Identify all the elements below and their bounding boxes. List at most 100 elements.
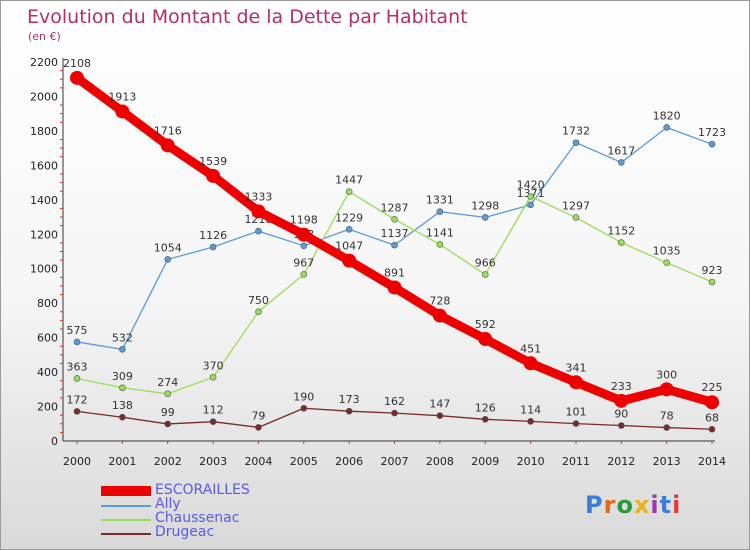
data-point — [251, 204, 266, 219]
brand-letter: i — [650, 491, 660, 519]
data-point — [296, 227, 311, 242]
data-label: 147 — [429, 398, 450, 411]
data-point — [436, 241, 444, 248]
data-label: 126 — [475, 401, 496, 414]
data-label: 68 — [705, 411, 719, 424]
data-point — [300, 404, 308, 412]
x-tick-label: 2006 — [335, 455, 363, 468]
data-label: 79 — [251, 409, 265, 422]
data-point — [523, 356, 538, 371]
brand-letter: x — [633, 491, 651, 519]
data-label: 1152 — [607, 225, 635, 238]
data-point — [618, 239, 625, 246]
data-point — [345, 188, 353, 196]
data-point — [572, 420, 580, 427]
data-point — [73, 375, 81, 382]
data-point — [209, 418, 217, 426]
data-label: 750 — [248, 294, 269, 307]
brand-letter: o — [616, 491, 634, 519]
x-tick-label: 2000 — [63, 455, 91, 468]
data-point — [164, 256, 172, 263]
data-label: 1617 — [607, 144, 635, 157]
legend-label: Ally — [155, 496, 181, 512]
x-tick-label: 2004 — [244, 455, 272, 468]
data-label: 190 — [293, 390, 314, 403]
data-label: 1539 — [199, 155, 227, 168]
data-point — [432, 308, 447, 323]
data-label: 1141 — [426, 226, 454, 239]
data-label: 1716 — [154, 124, 182, 137]
data-point — [572, 214, 580, 221]
x-tick-label: 2002 — [154, 455, 182, 468]
data-point — [345, 407, 353, 415]
data-point — [391, 241, 398, 249]
data-point — [255, 424, 262, 431]
x-tick-label: 2007 — [381, 455, 409, 468]
data-point — [119, 413, 126, 421]
data-label: 225 — [702, 381, 723, 394]
data-point — [164, 390, 172, 398]
data-point — [391, 215, 398, 223]
data-point — [527, 418, 534, 425]
data-label: 370 — [203, 359, 224, 372]
data-label: 1447 — [335, 174, 363, 187]
data-label: 138 — [112, 399, 133, 412]
data-label: 1732 — [562, 125, 590, 138]
data-label: 1331 — [426, 194, 454, 207]
data-label: 1035 — [653, 245, 681, 258]
data-label: 451 — [520, 342, 541, 355]
data-point — [300, 271, 308, 278]
legend-swatch — [101, 486, 151, 496]
data-point — [73, 408, 81, 415]
x-tick-label: 2013 — [653, 455, 681, 468]
x-tick-label: 2011 — [562, 455, 590, 468]
data-point — [209, 243, 217, 251]
legend-label: Drugeac — [155, 524, 215, 540]
data-point — [705, 395, 720, 410]
data-point — [527, 201, 534, 209]
data-point — [164, 420, 172, 428]
data-label: 172 — [67, 393, 88, 406]
data-label: 114 — [520, 403, 541, 416]
data-label: 1333 — [244, 190, 272, 203]
data-point — [708, 425, 716, 433]
data-label: 728 — [429, 295, 450, 308]
data-point — [481, 214, 489, 221]
legend-swatch — [101, 505, 151, 507]
y-tick-label: 2000 — [30, 90, 58, 103]
x-tick-label: 2003 — [199, 455, 227, 468]
legend-label: ESCORAILLES — [155, 482, 250, 498]
brand-letter: i — [672, 491, 682, 519]
data-point — [209, 373, 217, 381]
data-label: 1137 — [381, 227, 409, 240]
data-label: 363 — [67, 360, 88, 373]
data-label: 1047 — [335, 240, 363, 253]
data-label: 101 — [565, 406, 586, 419]
legend-swatch — [101, 519, 151, 521]
y-tick-label: 1800 — [30, 125, 58, 138]
data-label: 923 — [702, 264, 723, 277]
y-tick-label: 1400 — [30, 194, 58, 207]
data-point — [663, 124, 670, 131]
data-label: 966 — [475, 257, 496, 270]
data-point — [481, 271, 489, 278]
data-point — [572, 139, 580, 146]
data-point — [527, 193, 534, 200]
data-label: 1229 — [335, 211, 363, 224]
x-tick-label: 2008 — [426, 455, 454, 468]
data-label: 300 — [656, 368, 677, 381]
x-tick-label: 2005 — [290, 455, 318, 468]
data-point — [391, 409, 398, 417]
data-point — [618, 422, 625, 429]
data-label: 90 — [614, 407, 628, 420]
y-tick-label: 800 — [37, 297, 58, 310]
data-point — [436, 412, 444, 419]
data-point — [708, 140, 716, 148]
data-label: 1126 — [199, 229, 227, 242]
data-label: 891 — [384, 267, 405, 280]
data-point — [300, 242, 308, 250]
data-point — [115, 104, 130, 119]
data-label: 274 — [157, 376, 178, 389]
data-label: 2108 — [63, 57, 91, 70]
